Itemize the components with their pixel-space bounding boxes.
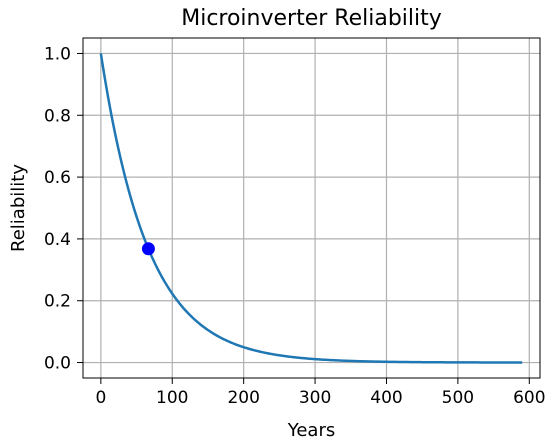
x-tick-label: 0: [95, 388, 106, 408]
x-tick-label: 100: [156, 388, 188, 408]
grid: [83, 38, 540, 378]
y-tick-label: 0.0: [44, 354, 71, 374]
chart-title: Microinverter Reliability: [181, 6, 442, 31]
x-tick-label: 500: [442, 388, 474, 408]
ticks: 0 100 200 300 400 500 600 0.0 0.2 0.4 0.6 0.8 1.0: [44, 44, 546, 408]
y-axis-label: Reliability: [8, 164, 29, 252]
x-axis-label: Years: [287, 420, 336, 441]
y-tick-label: 0.6: [44, 168, 71, 188]
series-layer: [99, 53, 523, 364]
y-tick-label: 0.2: [44, 292, 71, 312]
x-tick-label: 400: [370, 388, 402, 408]
y-tick-label: 0.4: [44, 230, 71, 250]
axes-frame: [82, 37, 541, 379]
mttf-marker-point: [141, 242, 155, 256]
x-tick-label: 200: [227, 388, 259, 408]
x-tick-label: 300: [299, 388, 331, 408]
reliability-curve: [99, 53, 523, 364]
x-tick-label: 600: [513, 388, 545, 408]
y-tick-label: 1.0: [44, 44, 71, 64]
y-tick-label: 0.8: [44, 106, 71, 126]
